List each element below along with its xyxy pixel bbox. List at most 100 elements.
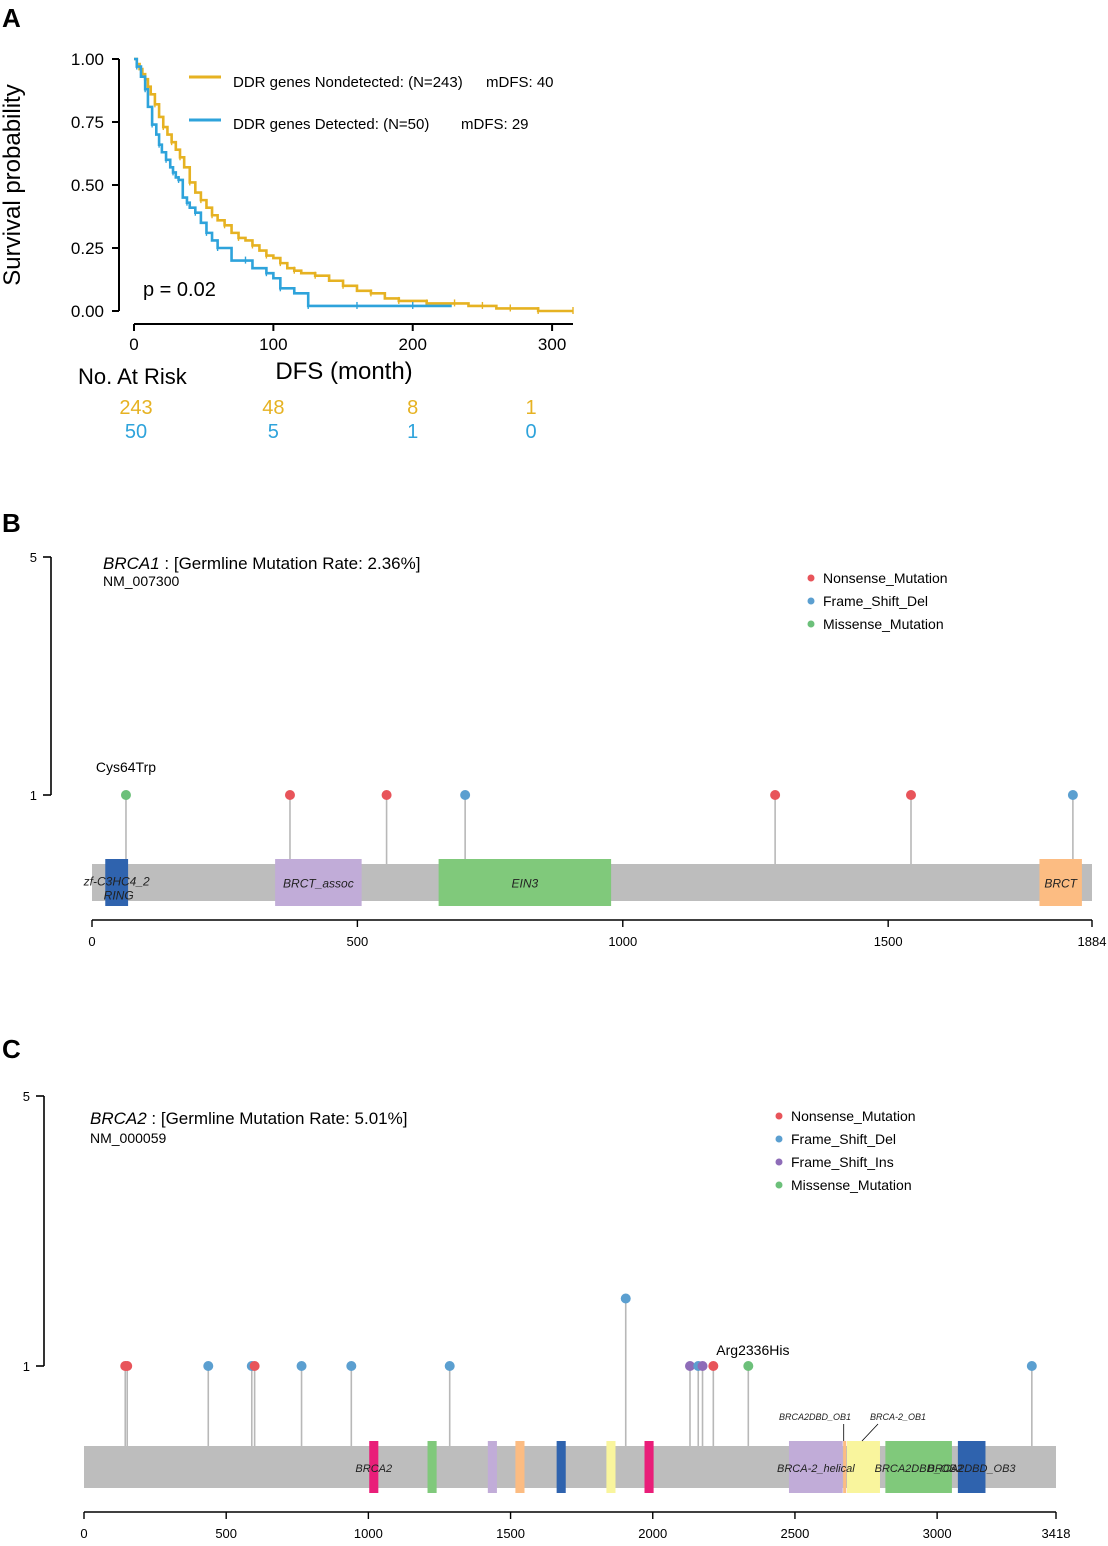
mutation-point: [620, 1293, 631, 1304]
domain-leader-line: [861, 1423, 879, 1442]
risk-table-title: No. At Risk: [78, 364, 188, 389]
mutation-point: [906, 790, 917, 800]
risk-table-cell: 1: [407, 421, 418, 443]
domain-label: BRCA-2_OB1: [870, 1412, 926, 1422]
km-curve-detected: [134, 57, 452, 308]
legend-label: Missense_Mutation: [791, 1177, 912, 1193]
km-y-tick-label: 0.50: [71, 176, 104, 195]
domain-label: BRCA2DBD_OB2: [875, 1463, 963, 1475]
y-tick-label: 1: [30, 788, 37, 803]
legend-label: Frame_Shift_Del: [791, 1131, 896, 1147]
x-tick-label: 1000: [354, 1526, 383, 1541]
legend-label: Nonsense_Mutation: [823, 570, 948, 586]
km-legend-label-nondetected: DDR genes Nondetected: (N=243): [233, 74, 463, 91]
x-tick-label: 1884: [1078, 934, 1107, 949]
km-legend-median-detected: mDFS: 29: [461, 116, 529, 133]
brca2-lollipop-plot: BRCA2 : [Germline Mutation Rate: 5.01%] …: [23, 1089, 1071, 1541]
mutation-point: [346, 1361, 357, 1371]
protein-domain: [606, 1441, 616, 1493]
km-plot: Survival probability DFS (month) 0.00 0.2…: [0, 50, 574, 443]
protein-domain: [885, 1441, 952, 1493]
x-tick-label: 3000: [923, 1526, 952, 1541]
mutation-point: [203, 1361, 214, 1371]
protein-domain: [438, 859, 612, 906]
mutation-point: [284, 790, 295, 800]
km-pvalue: p = 0.02: [143, 279, 216, 301]
panel-label-a: A: [2, 3, 21, 33]
mutation-label: Cys64Trp: [96, 759, 156, 775]
protein-domain: [556, 1441, 566, 1493]
km-y-tick-label: 0.25: [71, 239, 104, 258]
protein-domain: [487, 1441, 497, 1493]
mutation-point: [120, 790, 131, 800]
km-x-tick-label: 0: [129, 335, 138, 354]
protein-domain: [957, 1441, 986, 1493]
protein-domain: [1039, 859, 1082, 906]
mutation-point: [770, 790, 781, 800]
x-tick-label: 1500: [496, 1526, 525, 1541]
panel-label-b: B: [2, 508, 21, 538]
domain-label: zf-C3HC4_2: [83, 875, 150, 889]
mutation-point: [697, 1361, 708, 1371]
legend-marker: [807, 597, 815, 605]
legend-marker: [775, 1135, 783, 1143]
y-tick-label: 5: [23, 1089, 30, 1104]
mutation-point: [460, 790, 471, 800]
brca1-transcript: NM_007300: [103, 573, 179, 589]
legend-label: Missense_Mutation: [823, 616, 944, 632]
mutation-point: [1026, 1361, 1037, 1371]
mutation-point: [381, 790, 392, 800]
protein-domain: [515, 1441, 525, 1493]
mutation-point: [743, 1361, 754, 1371]
x-tick-label: 500: [347, 934, 369, 949]
risk-table-cell: 48: [262, 397, 284, 419]
domain-label: BRCA2: [355, 1463, 392, 1475]
domain-label: BRCA2DBD_OB3: [928, 1463, 1017, 1475]
domain-label: BRCT_assoc: [283, 877, 354, 891]
legend-marker: [807, 574, 815, 582]
mutation-point: [249, 1361, 260, 1371]
domain-label: EIN3: [512, 877, 539, 891]
km-x-tick-label: 200: [399, 335, 427, 354]
mutation-point: [122, 1361, 133, 1371]
protein-domain: [846, 1441, 880, 1493]
protein-domain: [369, 1441, 379, 1493]
protein-domain: [105, 859, 129, 906]
legend-marker: [775, 1158, 783, 1166]
x-tick-label: 500: [215, 1526, 237, 1541]
legend-marker: [807, 620, 815, 628]
mutation-label: Arg2336His: [716, 1342, 789, 1358]
km-y-tick-label: 0.75: [71, 113, 104, 132]
x-tick-label: 2500: [780, 1526, 809, 1541]
km-ylabel: Survival probability: [0, 84, 26, 285]
km-x-tick-label: 300: [538, 335, 566, 354]
mutation-point: [708, 1361, 719, 1371]
risk-table-cell: 0: [526, 421, 537, 443]
x-tick-label: 2000: [638, 1526, 667, 1541]
km-xlabel: DFS (month): [275, 358, 412, 385]
mutation-point: [1067, 790, 1078, 800]
panel-label-c: C: [2, 1034, 21, 1064]
legend-label: Frame_Shift_Del: [823, 593, 928, 609]
x-tick-label: 1000: [608, 934, 637, 949]
legend-marker: [775, 1112, 783, 1120]
protein-domain: [788, 1441, 843, 1493]
mutation-point: [685, 1361, 696, 1371]
risk-table-cell: 8: [407, 397, 418, 419]
domain-label: RING: [104, 889, 134, 903]
brca2-transcript: NM_000059: [90, 1130, 166, 1146]
km-x-tick-label: 100: [259, 335, 287, 354]
protein-domain: [275, 859, 362, 906]
risk-table-cell: 1: [526, 397, 537, 419]
risk-table-cell: 5: [268, 421, 279, 443]
km-y-tick-label: 0.00: [71, 302, 104, 321]
km-y-tick-label: 1.00: [71, 50, 104, 69]
y-tick-label: 1: [23, 1359, 30, 1374]
domain-label: BRCA-2_helical: [777, 1463, 855, 1475]
brca2-title: BRCA2 : [Germline Mutation Rate: 5.01%]: [90, 1109, 407, 1128]
legend-label: Frame_Shift_Ins: [791, 1154, 894, 1170]
x-tick-label: 0: [88, 934, 95, 949]
km-legend-label-detected: DDR genes Detected: (N=50): [233, 116, 429, 133]
brca1-lollipop-plot: BRCA1 : [Germline Mutation Rate: 2.36%] …: [30, 550, 1107, 949]
mutation-point: [444, 1361, 455, 1371]
